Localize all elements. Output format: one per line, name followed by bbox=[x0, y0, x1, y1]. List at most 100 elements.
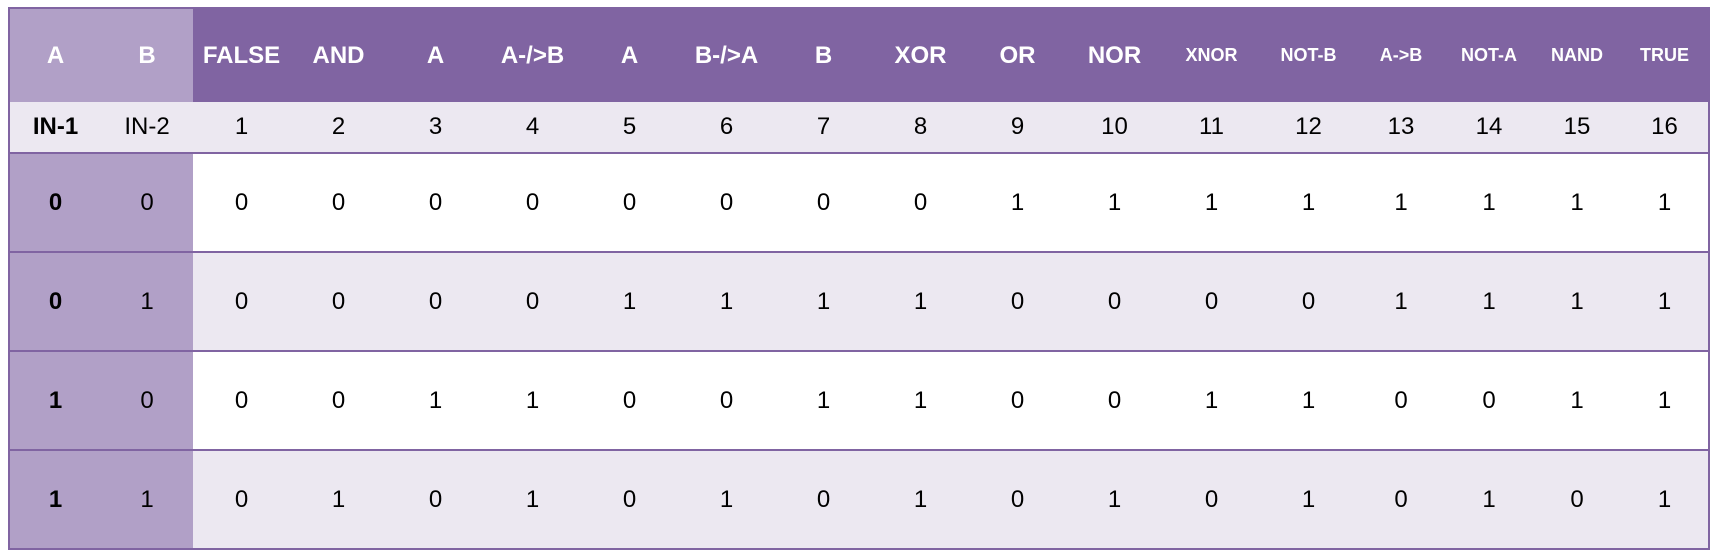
output-cell: 1 bbox=[1533, 153, 1621, 253]
output-cell: 1 bbox=[1260, 351, 1357, 451]
header-cell: B bbox=[775, 8, 872, 102]
output-cell: 0 bbox=[678, 153, 775, 253]
output-cell: 1 bbox=[872, 252, 969, 352]
index-cell: 8 bbox=[872, 102, 969, 154]
output-cell: 0 bbox=[872, 153, 969, 253]
input-cell: 0 bbox=[101, 153, 193, 253]
header-cell: AND bbox=[290, 8, 387, 102]
output-cell: 0 bbox=[387, 252, 484, 352]
output-cell: 1 bbox=[678, 450, 775, 550]
index-cell: 10 bbox=[1066, 102, 1163, 154]
output-cell: 1 bbox=[1621, 153, 1709, 253]
output-cell: 0 bbox=[290, 351, 387, 451]
output-cell: 0 bbox=[581, 351, 678, 451]
truth-table: A B FALSE AND A A-/>B A B-/>A B XOR OR NOR XNOR NOT-B… bbox=[8, 7, 1710, 550]
index-cell: 14 bbox=[1445, 102, 1533, 154]
header-cell: A bbox=[387, 8, 484, 102]
output-cell: 0 bbox=[387, 450, 484, 550]
input-cell: 1 bbox=[9, 450, 101, 550]
output-cell: 0 bbox=[775, 450, 872, 550]
output-cell: 1 bbox=[1357, 252, 1445, 352]
index-cell: 13 bbox=[1357, 102, 1445, 154]
output-cell: 0 bbox=[1357, 351, 1445, 451]
output-cell: 1 bbox=[1066, 153, 1163, 253]
index-cell: 1 bbox=[193, 102, 290, 154]
index-cell: 12 bbox=[1260, 102, 1357, 154]
output-cell: 0 bbox=[678, 351, 775, 451]
input-cell: 0 bbox=[9, 252, 101, 352]
header-row: A B FALSE AND A A-/>B A B-/>A B XOR OR NOR XNOR NOT-B… bbox=[9, 8, 1709, 102]
output-cell: 0 bbox=[969, 450, 1066, 550]
index-cell: 6 bbox=[678, 102, 775, 154]
output-cell: 0 bbox=[1357, 450, 1445, 550]
index-cell: 2 bbox=[290, 102, 387, 154]
output-cell: 0 bbox=[1066, 252, 1163, 352]
header-cell: XNOR bbox=[1163, 8, 1260, 102]
output-cell: 0 bbox=[969, 351, 1066, 451]
index-cell: 5 bbox=[581, 102, 678, 154]
output-cell: 1 bbox=[1260, 153, 1357, 253]
output-cell: 1 bbox=[1445, 450, 1533, 550]
header-cell: B-/>A bbox=[678, 8, 775, 102]
header-cell: XOR bbox=[872, 8, 969, 102]
output-cell: 1 bbox=[1066, 450, 1163, 550]
output-cell: 1 bbox=[484, 351, 581, 451]
output-cell: 0 bbox=[484, 153, 581, 253]
output-cell: 1 bbox=[290, 450, 387, 550]
output-cell: 0 bbox=[1260, 252, 1357, 352]
output-cell: 1 bbox=[581, 252, 678, 352]
output-cell: 0 bbox=[193, 450, 290, 550]
output-cell: 1 bbox=[1621, 450, 1709, 550]
header-cell: NOR bbox=[1066, 8, 1163, 102]
output-cell: 0 bbox=[193, 351, 290, 451]
index-cell: IN-1 bbox=[9, 102, 101, 154]
output-cell: 1 bbox=[678, 252, 775, 352]
output-cell: 1 bbox=[1445, 252, 1533, 352]
header-cell: TRUE bbox=[1621, 8, 1709, 102]
index-cell: 4 bbox=[484, 102, 581, 154]
index-cell: IN-2 bbox=[101, 102, 193, 154]
index-cell: 16 bbox=[1621, 102, 1709, 154]
header-cell: OR bbox=[969, 8, 1066, 102]
header-cell: A bbox=[9, 8, 101, 102]
header-cell: NAND bbox=[1533, 8, 1621, 102]
input-cell: 1 bbox=[101, 252, 193, 352]
output-cell: 1 bbox=[1621, 351, 1709, 451]
index-cell: 7 bbox=[775, 102, 872, 154]
input-cell: 1 bbox=[101, 450, 193, 550]
output-cell: 0 bbox=[1066, 351, 1163, 451]
output-cell: 1 bbox=[1260, 450, 1357, 550]
output-cell: 1 bbox=[1621, 252, 1709, 352]
output-cell: 0 bbox=[290, 153, 387, 253]
output-cell: 0 bbox=[775, 153, 872, 253]
input-cell: 1 bbox=[9, 351, 101, 451]
index-cell: 11 bbox=[1163, 102, 1260, 154]
output-cell: 0 bbox=[1445, 351, 1533, 451]
header-cell: FALSE bbox=[193, 8, 290, 102]
output-cell: 0 bbox=[1533, 450, 1621, 550]
output-cell: 0 bbox=[1163, 252, 1260, 352]
output-cell: 0 bbox=[193, 252, 290, 352]
output-cell: 1 bbox=[1445, 153, 1533, 253]
header-cell: B bbox=[101, 8, 193, 102]
output-cell: 0 bbox=[193, 153, 290, 253]
output-cell: 0 bbox=[1163, 450, 1260, 550]
output-cell: 0 bbox=[484, 252, 581, 352]
output-cell: 1 bbox=[1163, 351, 1260, 451]
output-cell: 1 bbox=[775, 351, 872, 451]
header-cell: A->B bbox=[1357, 8, 1445, 102]
output-cell: 1 bbox=[1163, 153, 1260, 253]
header-cell: NOT-A bbox=[1445, 8, 1533, 102]
output-cell: 0 bbox=[290, 252, 387, 352]
output-cell: 0 bbox=[969, 252, 1066, 352]
index-cell: 3 bbox=[387, 102, 484, 154]
output-cell: 0 bbox=[581, 450, 678, 550]
output-cell: 1 bbox=[775, 252, 872, 352]
output-cell: 0 bbox=[387, 153, 484, 253]
output-cell: 1 bbox=[387, 351, 484, 451]
index-row: IN-1 IN-2 1 2 3 4 5 6 7 8 9 10 11 12 13 14 15 16 bbox=[9, 102, 1709, 154]
